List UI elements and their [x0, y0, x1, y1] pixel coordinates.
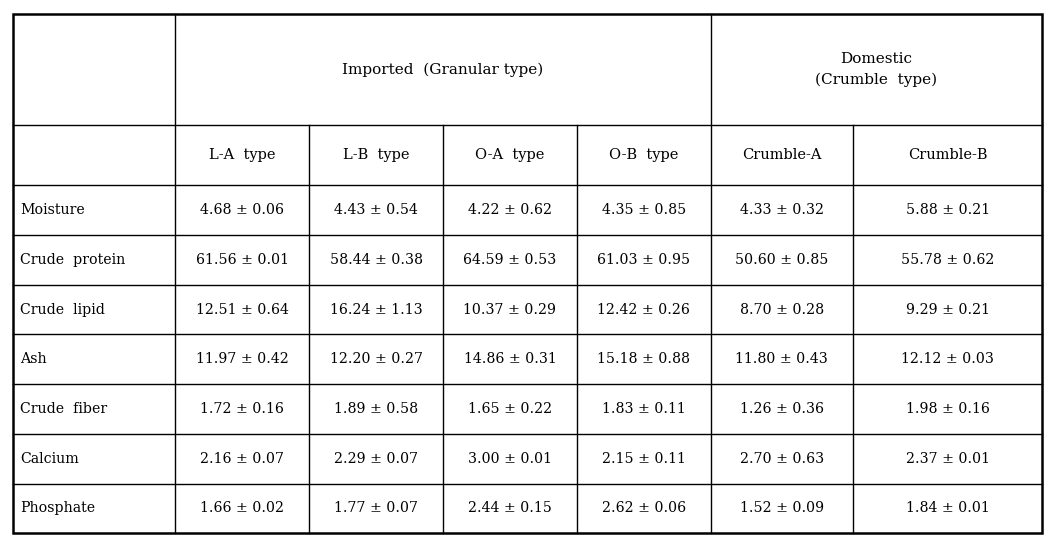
Text: 1.65 ± 0.22: 1.65 ± 0.22 [468, 402, 552, 416]
Text: 1.52 ± 0.09: 1.52 ± 0.09 [740, 502, 824, 515]
Text: 1.84 ± 0.01: 1.84 ± 0.01 [906, 502, 990, 515]
Text: 12.51 ± 0.64: 12.51 ± 0.64 [196, 302, 289, 317]
Text: L-A  type: L-A type [209, 148, 275, 162]
Text: 5.88 ± 0.21: 5.88 ± 0.21 [905, 203, 990, 217]
Text: Moisture: Moisture [20, 203, 84, 217]
Text: 4.43 ± 0.54: 4.43 ± 0.54 [334, 203, 418, 217]
Text: 4.68 ± 0.06: 4.68 ± 0.06 [200, 203, 284, 217]
Text: 15.18 ± 0.88: 15.18 ± 0.88 [597, 352, 690, 366]
Text: 1.77 ± 0.07: 1.77 ± 0.07 [334, 502, 418, 515]
Text: O-A  type: O-A type [476, 148, 544, 162]
Text: 2.16 ± 0.07: 2.16 ± 0.07 [200, 452, 284, 465]
Text: 3.00 ± 0.01: 3.00 ± 0.01 [468, 452, 552, 465]
Text: 11.80 ± 0.43: 11.80 ± 0.43 [735, 352, 828, 366]
Text: Crude  fiber: Crude fiber [20, 402, 108, 416]
Text: 1.83 ± 0.11: 1.83 ± 0.11 [602, 402, 686, 416]
Text: 16.24 ± 1.13: 16.24 ± 1.13 [330, 302, 422, 317]
Text: Crumble-A: Crumble-A [742, 148, 822, 162]
Text: 1.66 ± 0.02: 1.66 ± 0.02 [200, 502, 284, 515]
Text: 12.42 ± 0.26: 12.42 ± 0.26 [597, 302, 690, 317]
Text: Crude  lipid: Crude lipid [20, 302, 104, 317]
Text: 2.62 ± 0.06: 2.62 ± 0.06 [601, 502, 686, 515]
Text: 4.35 ± 0.85: 4.35 ± 0.85 [601, 203, 686, 217]
Text: 50.60 ± 0.85: 50.60 ± 0.85 [735, 253, 828, 267]
Text: 2.29 ± 0.07: 2.29 ± 0.07 [334, 452, 418, 465]
Text: 64.59 ± 0.53: 64.59 ± 0.53 [463, 253, 557, 267]
Text: L-B  type: L-B type [343, 148, 409, 162]
Text: 55.78 ± 0.62: 55.78 ± 0.62 [901, 253, 994, 267]
Text: 11.97 ± 0.42: 11.97 ± 0.42 [196, 352, 289, 366]
Text: 10.37 ± 0.29: 10.37 ± 0.29 [463, 302, 556, 317]
Text: 2.44 ± 0.15: 2.44 ± 0.15 [468, 502, 552, 515]
Text: 1.89 ± 0.58: 1.89 ± 0.58 [334, 402, 418, 416]
Text: 9.29 ± 0.21: 9.29 ± 0.21 [905, 302, 990, 317]
Text: 61.03 ± 0.95: 61.03 ± 0.95 [597, 253, 690, 267]
Text: 4.22 ± 0.62: 4.22 ± 0.62 [468, 203, 552, 217]
Text: O-B  type: O-B type [609, 148, 678, 162]
Text: Imported  (Granular type): Imported (Granular type) [343, 62, 543, 77]
Text: 58.44 ± 0.38: 58.44 ± 0.38 [329, 253, 423, 267]
Text: 12.20 ± 0.27: 12.20 ± 0.27 [329, 352, 423, 366]
Text: Crude  protein: Crude protein [20, 253, 126, 267]
Text: 12.12 ± 0.03: 12.12 ± 0.03 [901, 352, 994, 366]
Text: Ash: Ash [20, 352, 46, 366]
Text: Crumble-B: Crumble-B [908, 148, 987, 162]
Text: 14.86 ± 0.31: 14.86 ± 0.31 [463, 352, 556, 366]
Text: 2.15 ± 0.11: 2.15 ± 0.11 [602, 452, 686, 465]
Text: 2.70 ± 0.63: 2.70 ± 0.63 [740, 452, 824, 465]
Text: 4.33 ± 0.32: 4.33 ± 0.32 [740, 203, 824, 217]
Text: Domestic
(Crumble  type): Domestic (Crumble type) [816, 53, 938, 86]
Text: Phosphate: Phosphate [20, 502, 95, 515]
Text: Calcium: Calcium [20, 452, 79, 465]
Text: 1.98 ± 0.16: 1.98 ± 0.16 [905, 402, 990, 416]
Text: 8.70 ± 0.28: 8.70 ± 0.28 [740, 302, 824, 317]
Text: 1.72 ± 0.16: 1.72 ± 0.16 [200, 402, 284, 416]
Text: 61.56 ± 0.01: 61.56 ± 0.01 [196, 253, 289, 267]
Text: 1.26 ± 0.36: 1.26 ± 0.36 [740, 402, 824, 416]
Text: 2.37 ± 0.01: 2.37 ± 0.01 [905, 452, 990, 465]
